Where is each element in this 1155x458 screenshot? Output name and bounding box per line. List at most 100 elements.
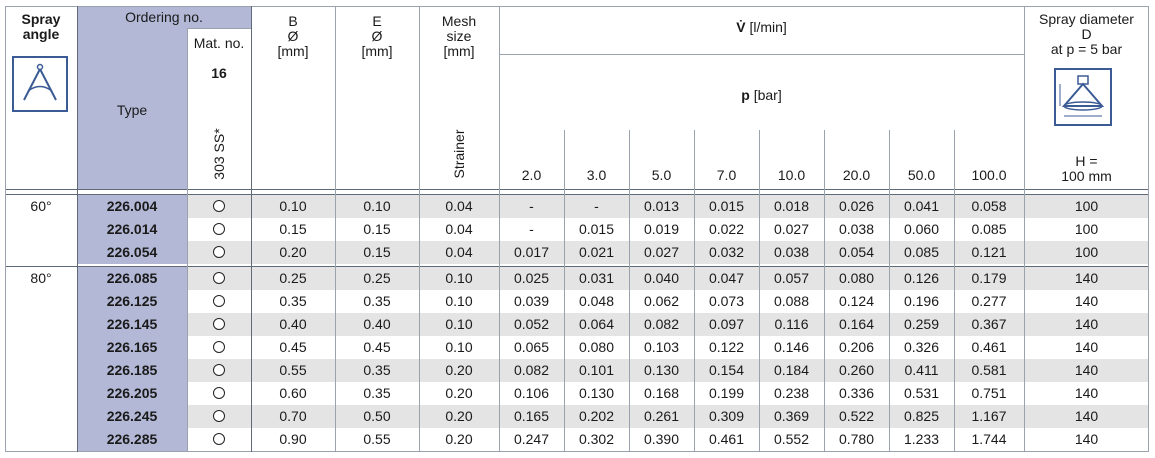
material-available-icon: [213, 433, 225, 445]
flow-cell: 0.038: [773, 244, 810, 260]
column-divider: [564, 130, 565, 452]
type-cell: 226.185: [77, 359, 187, 382]
flow-cell: -: [594, 198, 599, 214]
flow-cell: 0.060: [903, 221, 940, 237]
flow-cell: 0.309: [708, 408, 745, 424]
flow-cell: 0.825: [903, 408, 940, 424]
p-symbol: p: [741, 87, 750, 103]
e-symbol: Ø: [371, 28, 383, 44]
flow-cell: 0.015: [708, 198, 745, 214]
pressure-heading: p [bar]: [499, 88, 1024, 103]
h-equals: H =: [1075, 153, 1098, 169]
spray-diameter-cell: 140: [1074, 408, 1099, 424]
table-row: [77, 195, 1149, 218]
e-cell: 0.15: [363, 244, 391, 260]
mesh-unit: [mm]: [443, 43, 475, 59]
flow-cell: 0.019: [643, 221, 680, 237]
flow-cell: 0.202: [578, 408, 615, 424]
column-divider: [889, 130, 890, 452]
flow-cell: 0.082: [643, 316, 680, 332]
type-cell: 226.245: [77, 405, 187, 428]
spray-angle-heading: Spray angle: [21, 11, 61, 42]
material-available-icon: [213, 246, 225, 258]
flow-cell: 0.260: [838, 362, 875, 378]
material-available-icon: [213, 318, 225, 330]
column-divider: [1024, 6, 1025, 452]
h-heading: H = 100 mm: [1024, 154, 1149, 184]
flow-cell: 0.531: [903, 385, 940, 401]
mesh-cell: 0.20: [445, 362, 473, 378]
table-row: [77, 267, 1149, 290]
mat-no-header-bg: [187, 28, 251, 189]
e-heading[interactable]: E Ø [mm]: [335, 14, 419, 59]
flow-cell: 0.048: [578, 293, 615, 309]
b-cell: 0.25: [279, 270, 307, 286]
column-divider: [251, 6, 252, 452]
type-cell: 226.285: [77, 428, 187, 451]
column-divider: [335, 6, 336, 452]
pressure-column-0: 2.0: [521, 167, 542, 183]
nozzle-table: Spray angle Ordering no. Mat. no. 16 Typ…: [5, 6, 1149, 452]
at-p-label: at p = 5 bar: [1050, 41, 1123, 57]
flow-cell: -: [529, 221, 534, 237]
flow-cell: 0.179: [971, 270, 1007, 286]
mat-no-heading: Mat. no.: [193, 35, 245, 51]
b-cell: 0.20: [279, 244, 307, 260]
flow-cell: 1.233: [903, 431, 940, 447]
type-cell: 226.165: [77, 336, 187, 359]
flow-cell: 0.052: [513, 316, 550, 332]
b-cell: 0.70: [279, 408, 307, 424]
mat-code: 16: [211, 65, 227, 81]
flow-cell: 0.047: [708, 270, 745, 286]
flow-cell: 0.088: [773, 293, 810, 309]
mesh-cell: 0.10: [445, 270, 473, 286]
flow-cell: -: [529, 198, 534, 214]
b-cell: 0.40: [279, 316, 307, 332]
pressure-column-1: 3.0: [586, 167, 607, 183]
type-cell: 226.004: [77, 195, 187, 218]
b-cell: 0.60: [279, 385, 307, 401]
flow-cell: 0.121: [971, 244, 1007, 260]
flow-cell: 0.116: [774, 316, 809, 332]
column-divider: [824, 130, 825, 452]
flow-cell: 0.021: [578, 244, 615, 260]
flow-cell: 0.032: [708, 244, 745, 260]
b-cell: 0.90: [279, 431, 307, 447]
flow-cell: 0.522: [838, 408, 875, 424]
flow-cell: 0.238: [773, 385, 810, 401]
strainer-label: Strainer: [451, 129, 467, 179]
flow-cell: 0.106: [513, 385, 550, 401]
flow-cell: 0.038: [838, 221, 875, 237]
material-label: 303 SS*: [211, 128, 227, 180]
flow-cell: 0.261: [643, 408, 680, 424]
spray-diameter-cell: 140: [1074, 270, 1099, 286]
spray-diameter-cell: 100: [1074, 221, 1099, 237]
table-row: [77, 359, 1149, 382]
flow-cell: 0.054: [838, 244, 875, 260]
angle-cell: 60°: [30, 198, 52, 214]
flow-cell: 0.085: [903, 244, 940, 260]
column-divider: [694, 130, 695, 452]
flow-cell: 0.039: [513, 293, 550, 309]
flow-cell: 0.031: [578, 270, 615, 286]
pressure-column-6: 50.0: [907, 167, 936, 183]
flow-cell: 0.015: [578, 221, 615, 237]
flow-cell: 0.097: [708, 316, 745, 332]
mesh-heading[interactable]: Mesh size [mm]: [419, 14, 499, 59]
mesh-cell: 0.10: [445, 316, 473, 332]
d-label: D: [1081, 26, 1092, 42]
b-cell: 0.10: [279, 198, 307, 214]
b-heading[interactable]: B Ø [mm]: [251, 14, 335, 59]
flow-cell: 0.122: [708, 339, 745, 355]
flow-cell: 0.411: [904, 362, 939, 378]
flow-cell: 0.780: [838, 431, 875, 447]
flow-cell: 0.146: [773, 339, 810, 355]
table-row: [77, 313, 1149, 336]
spray-diameter-heading: Spray diameter D at p = 5 bar: [1024, 12, 1149, 57]
flow-cell: 0.581: [971, 362, 1007, 378]
group-separator: [5, 266, 1149, 267]
flow-rate-heading: V̇ [l/min]: [499, 20, 1024, 35]
spray-diameter-icon-box: [1054, 68, 1112, 126]
type-cell: 226.145: [77, 313, 187, 336]
column-divider: [499, 6, 500, 452]
